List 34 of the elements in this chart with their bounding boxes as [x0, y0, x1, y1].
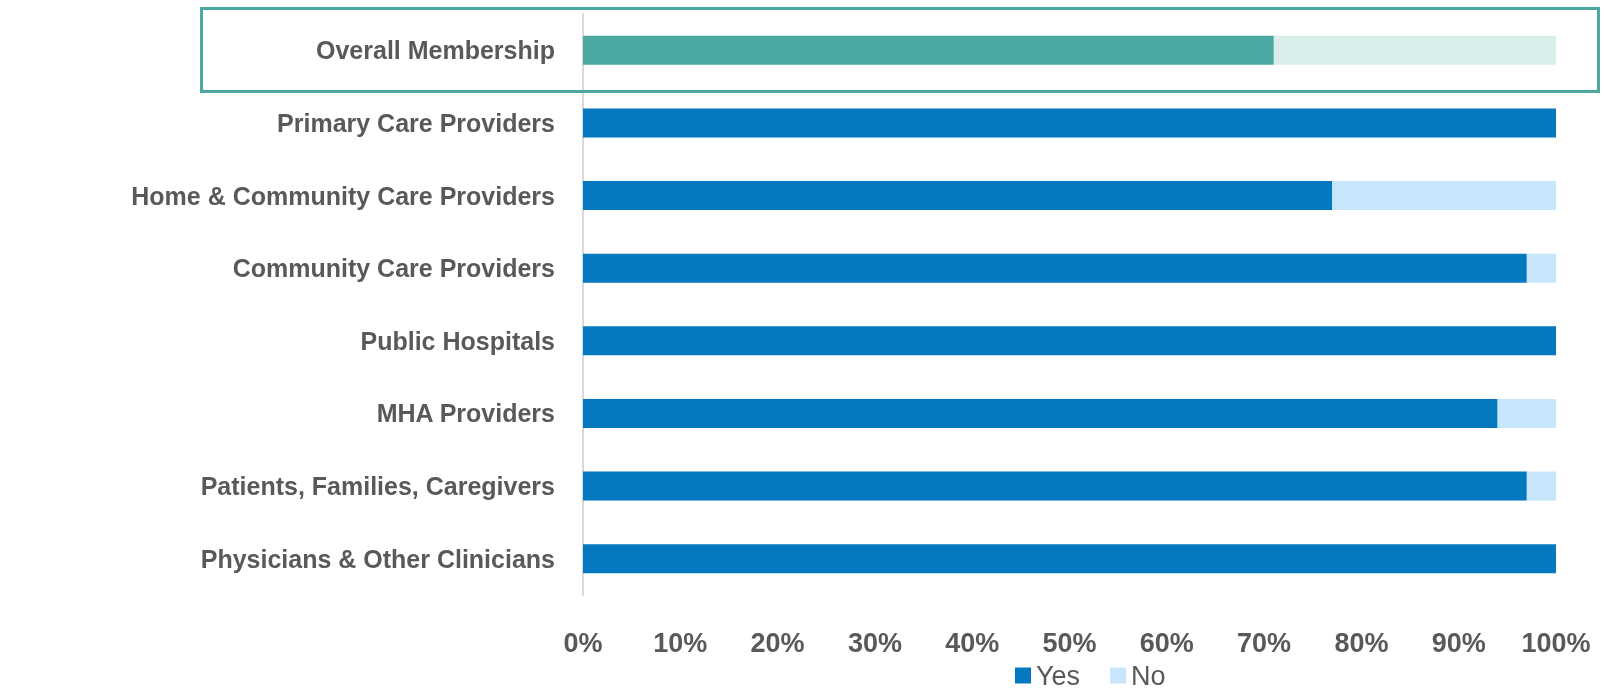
legend-label: No [1131, 660, 1166, 691]
x-tick-label: 60% [1139, 627, 1194, 658]
bar [583, 544, 1556, 574]
y-tick-label: Patients, Families, Caregivers [200, 472, 555, 501]
bar [583, 108, 1556, 138]
bar [583, 326, 1556, 356]
bar [583, 35, 1274, 65]
y-tick-label: Public Hospitals [360, 326, 555, 355]
x-tick-label: 70% [1237, 627, 1292, 658]
y-tick-label: MHA Providers [376, 399, 555, 428]
bar [1526, 253, 1556, 283]
bar [583, 181, 1333, 211]
y-tick-label: Primary Care Providers [277, 108, 555, 137]
y-tick-label: Community Care Providers [232, 254, 555, 283]
bar [1497, 398, 1556, 428]
bar [1273, 35, 1556, 65]
bar [583, 471, 1527, 501]
y-tick-label: Physicians & Other Clinicians [200, 544, 555, 573]
y-tick-label: Home & Community Care Providers [131, 181, 555, 210]
x-tick-label: 30% [847, 627, 902, 658]
x-tick-label: 90% [1431, 627, 1486, 658]
x-tick-label: 20% [750, 627, 805, 658]
x-tick-label: 50% [1042, 627, 1097, 658]
y-tick-label: Overall Membership [316, 36, 555, 65]
x-tick-label: 0% [563, 627, 603, 658]
x-tick-label: 10% [653, 627, 708, 658]
x-tick-label: 100% [1521, 627, 1591, 658]
bar [583, 398, 1498, 428]
legend-label: Yes [1036, 660, 1081, 691]
bar [1332, 181, 1556, 211]
bar [1526, 471, 1556, 501]
x-tick-label: 80% [1334, 627, 1389, 658]
bar [583, 253, 1527, 283]
x-tick-label: 40% [945, 627, 1000, 658]
